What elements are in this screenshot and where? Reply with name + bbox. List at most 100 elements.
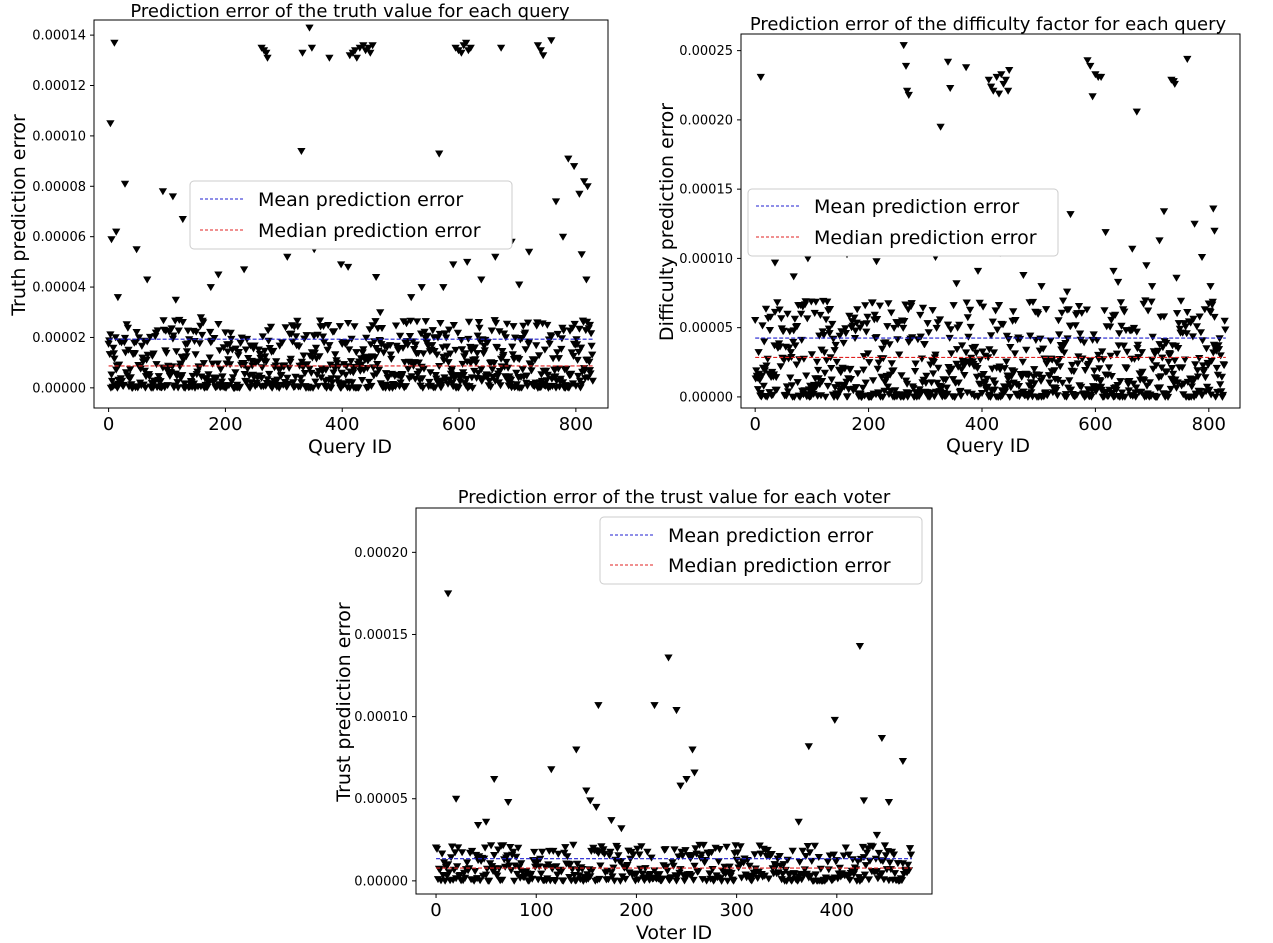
data-point <box>865 359 874 367</box>
data-point <box>357 361 366 369</box>
data-point <box>336 261 346 269</box>
data-point <box>355 44 364 52</box>
data-point <box>690 769 699 777</box>
data-point <box>872 334 881 342</box>
data-point <box>582 276 591 284</box>
data-point <box>1001 76 1010 84</box>
data-point <box>1087 393 1096 401</box>
data-point <box>437 850 447 858</box>
data-point <box>775 306 784 314</box>
truth-error-panel: Prediction error of the truth value for … <box>8 1 609 458</box>
data-point <box>634 876 643 884</box>
data-point <box>820 369 830 377</box>
data-point <box>887 360 896 368</box>
data-point <box>169 332 178 340</box>
plot-area <box>412 507 933 898</box>
data-point <box>934 364 943 372</box>
data-point <box>442 334 451 342</box>
data-point <box>604 876 613 884</box>
data-point <box>1179 380 1189 388</box>
data-point <box>1211 393 1220 401</box>
data-point <box>212 374 221 382</box>
x-tick-label: 200 <box>619 900 653 921</box>
data-point <box>225 341 234 349</box>
data-point <box>1095 365 1104 373</box>
data-point <box>458 360 467 368</box>
data-point <box>333 375 342 383</box>
data-point <box>329 369 338 377</box>
data-point <box>300 370 310 378</box>
data-point <box>1196 329 1206 337</box>
data-point <box>926 389 936 397</box>
data-point <box>974 392 983 400</box>
data-point <box>174 327 183 335</box>
data-point <box>205 354 214 362</box>
data-point <box>1003 87 1013 95</box>
data-point <box>449 261 458 269</box>
data-point <box>263 327 273 335</box>
data-point <box>286 355 295 363</box>
data-point <box>839 852 848 860</box>
data-point <box>231 369 240 377</box>
data-point <box>314 383 323 391</box>
data-point <box>752 367 761 375</box>
data-point <box>329 328 339 336</box>
data-point <box>1105 323 1115 331</box>
data-point <box>943 321 953 329</box>
data-point <box>364 378 374 386</box>
data-point <box>520 329 530 337</box>
data-point <box>464 318 474 326</box>
data-point <box>523 382 532 390</box>
data-point <box>415 368 424 376</box>
data-point <box>421 318 430 326</box>
data-point <box>878 393 887 401</box>
data-point <box>588 867 597 875</box>
data-point <box>768 391 777 399</box>
data-point <box>432 845 442 853</box>
data-point <box>499 351 508 359</box>
data-point <box>1058 297 1068 305</box>
data-point <box>130 350 140 358</box>
data-point <box>570 320 579 328</box>
data-point <box>1028 298 1038 306</box>
data-point <box>168 363 177 371</box>
data-point <box>371 318 380 326</box>
data-point <box>989 349 999 357</box>
data-point <box>904 867 914 875</box>
data-point <box>485 377 494 385</box>
data-point <box>449 322 458 329</box>
x-tick-label: 0 <box>749 414 760 435</box>
data-point <box>1052 387 1061 394</box>
data-point <box>490 852 499 859</box>
data-point <box>428 342 437 350</box>
data-point <box>557 868 566 876</box>
data-point <box>884 799 894 806</box>
data-point <box>527 367 536 375</box>
data-point <box>1215 335 1224 343</box>
data-point <box>473 822 483 829</box>
data-point <box>632 870 641 878</box>
data-point <box>541 367 551 375</box>
data-point <box>1158 344 1168 352</box>
data-point <box>775 853 784 860</box>
data-point <box>1142 262 1151 270</box>
data-point <box>962 299 971 307</box>
data-point <box>1109 267 1118 275</box>
data-point <box>327 375 336 383</box>
data-point <box>687 872 696 880</box>
data-point <box>1176 297 1186 305</box>
data-point <box>457 346 467 354</box>
data-point <box>343 263 353 271</box>
data-point <box>614 852 623 860</box>
data-point <box>972 373 982 381</box>
data-point <box>398 371 407 379</box>
data-point <box>110 39 119 47</box>
data-point <box>986 393 995 401</box>
data-point <box>117 377 127 385</box>
data-point <box>851 327 860 335</box>
data-point <box>506 844 515 851</box>
data-point <box>450 849 460 857</box>
data-point <box>494 846 503 854</box>
data-point <box>554 365 563 373</box>
data-point <box>961 64 971 72</box>
